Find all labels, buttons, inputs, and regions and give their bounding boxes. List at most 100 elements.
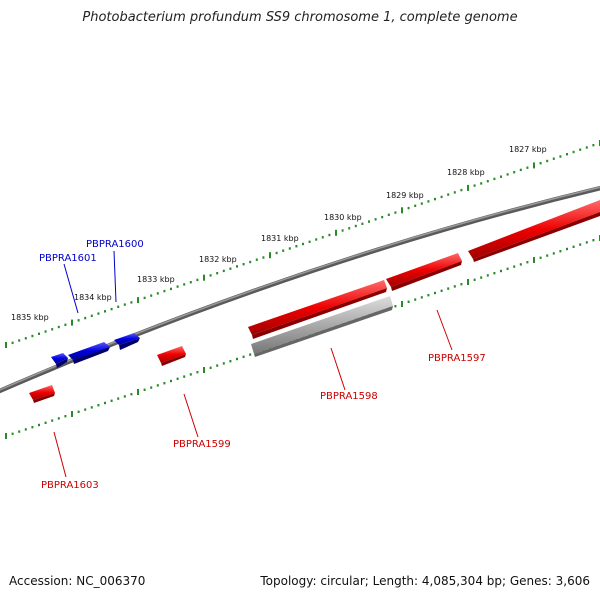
scale-minor-tick [229, 360, 232, 363]
scale-tick-labels: 1827 kbp 1828 kbp 1829 kbp 1830 kbp 1831… [11, 145, 547, 322]
scale-minor-tick [236, 357, 238, 361]
scale-major-tick [269, 252, 271, 259]
label-PBPRA1601[interactable]: PBPRA1601 [39, 253, 97, 264]
label-PBPRA1598[interactable]: PBPRA1598 [320, 391, 378, 402]
scale-minor-tick [559, 250, 562, 253]
scale-minor-tick [31, 334, 34, 338]
scale-minor-tick [341, 229, 344, 232]
scale-minor-tick [440, 195, 443, 199]
scale-major-tick [335, 229, 337, 236]
scale-minor-tick [414, 298, 417, 301]
gene-PBPRA1603[interactable] [29, 385, 55, 403]
leader-PBPRA1599 [183, 393, 199, 438]
scale-minor-tick [44, 421, 47, 424]
scale-major-tick [203, 367, 205, 373]
scale-minor-tick [209, 274, 212, 277]
gene-PBPRA1597[interactable] [386, 253, 462, 291]
gene-PBPRA1598[interactable] [251, 296, 393, 357]
tick-label-1829: 1829 kbp [386, 191, 424, 200]
scale-minor-tick [38, 332, 40, 335]
scale-minor-tick [348, 227, 351, 230]
scale-minor-tick [579, 148, 582, 151]
scale-minor-tick [90, 314, 93, 317]
gene-PBPRA1601[interactable] [51, 353, 68, 368]
scale-minor-tick [143, 388, 146, 391]
scale-minor-tick [453, 285, 456, 288]
scale-minor-tick [24, 337, 27, 340]
scale-major-tick [467, 184, 469, 191]
scale-minor-tick [57, 417, 60, 420]
scale-minor-tick [216, 272, 219, 275]
scale-minor-tick [189, 373, 192, 376]
scale-minor-tick [407, 206, 410, 210]
scale-minor-tick [519, 168, 522, 172]
scale-minor-tick [552, 157, 555, 160]
gene-PBPRA1600[interactable] [68, 342, 110, 364]
scale-minor-tick [460, 283, 463, 286]
gene-PBPRA1599[interactable] [157, 346, 186, 366]
leader-PBPRA1597 [436, 309, 453, 351]
scale-minor-tick [315, 238, 318, 241]
scale-minor-tick [493, 177, 496, 181]
tick-label-1827: 1827 kbp [509, 145, 547, 154]
scale-minor-tick [110, 307, 113, 311]
label-PBPRA1603[interactable]: PBPRA1603 [41, 480, 99, 491]
scale-minor-tick [183, 375, 186, 378]
leader-PBPRA1600 [113, 250, 117, 303]
scale-minor-tick [566, 153, 568, 156]
scale-minor-tick [506, 267, 509, 270]
scale-minor-tick [38, 423, 40, 427]
scale-minor-tick [546, 254, 549, 257]
scale-minor-tick [302, 242, 304, 246]
scale-minor-tick [585, 241, 588, 244]
scale-minor-tick [189, 281, 192, 284]
scale-minor-tick [427, 200, 430, 203]
tick-label-1832: 1832 kbp [199, 255, 237, 264]
gene-forward-unlabeled[interactable] [114, 333, 140, 350]
scale-minor-tick [77, 410, 80, 413]
genome-summary-text: Topology: circular; Length: 4,085,304 bp… [260, 574, 590, 588]
scale-minor-tick [427, 294, 430, 297]
scale-minor-tick [308, 240, 311, 243]
scale-minor-tick [480, 276, 483, 279]
gene-reverse-unlabeled-far-right[interactable] [468, 200, 600, 262]
chromosome-backbone [0, 185, 600, 394]
scale-minor-tick [11, 341, 14, 344]
scale-minor-tick [104, 310, 106, 313]
scale-major-tick [401, 301, 403, 307]
scale-minor-tick [176, 285, 179, 288]
scale-minor-tick [506, 173, 509, 176]
scale-minor-tick [460, 188, 463, 192]
map-title: Photobacterium profundum SS9 chromosome … [82, 10, 518, 25]
scale-minor-tick [394, 211, 397, 214]
scale-minor-tick [420, 202, 423, 205]
scale-minor-tick [249, 353, 252, 356]
scale-minor-tick [519, 263, 522, 266]
label-PBPRA1597[interactable]: PBPRA1597 [428, 353, 486, 364]
scale-minor-tick [222, 362, 225, 365]
scale-minor-tick [473, 278, 476, 281]
scale-minor-tick [130, 393, 133, 396]
scale-minor-tick [163, 382, 166, 385]
scale-minor-tick [150, 386, 153, 389]
label-PBPRA1600[interactable]: PBPRA1600 [86, 239, 144, 250]
scale-minor-tick [242, 263, 245, 266]
scale-minor-tick [295, 245, 298, 248]
scale-minor-tick [407, 300, 410, 303]
scale-major-tick [71, 411, 73, 417]
forward-strand-genes [51, 333, 140, 368]
scale-minor-tick [255, 258, 258, 261]
scale-minor-tick [585, 146, 588, 149]
scale-minor-tick [110, 399, 113, 402]
scale-minor-tick [526, 166, 529, 169]
outer-scale-ruler [5, 140, 600, 348]
scale-minor-tick [51, 328, 54, 331]
scale-minor-tick [196, 278, 199, 282]
leader-PBPRA1598 [330, 347, 346, 391]
gene-reverse-unlabeled-mid[interactable] [248, 280, 387, 339]
scale-minor-tick [51, 419, 54, 422]
scale-minor-tick [493, 272, 496, 275]
label-PBPRA1599[interactable]: PBPRA1599 [173, 439, 231, 450]
